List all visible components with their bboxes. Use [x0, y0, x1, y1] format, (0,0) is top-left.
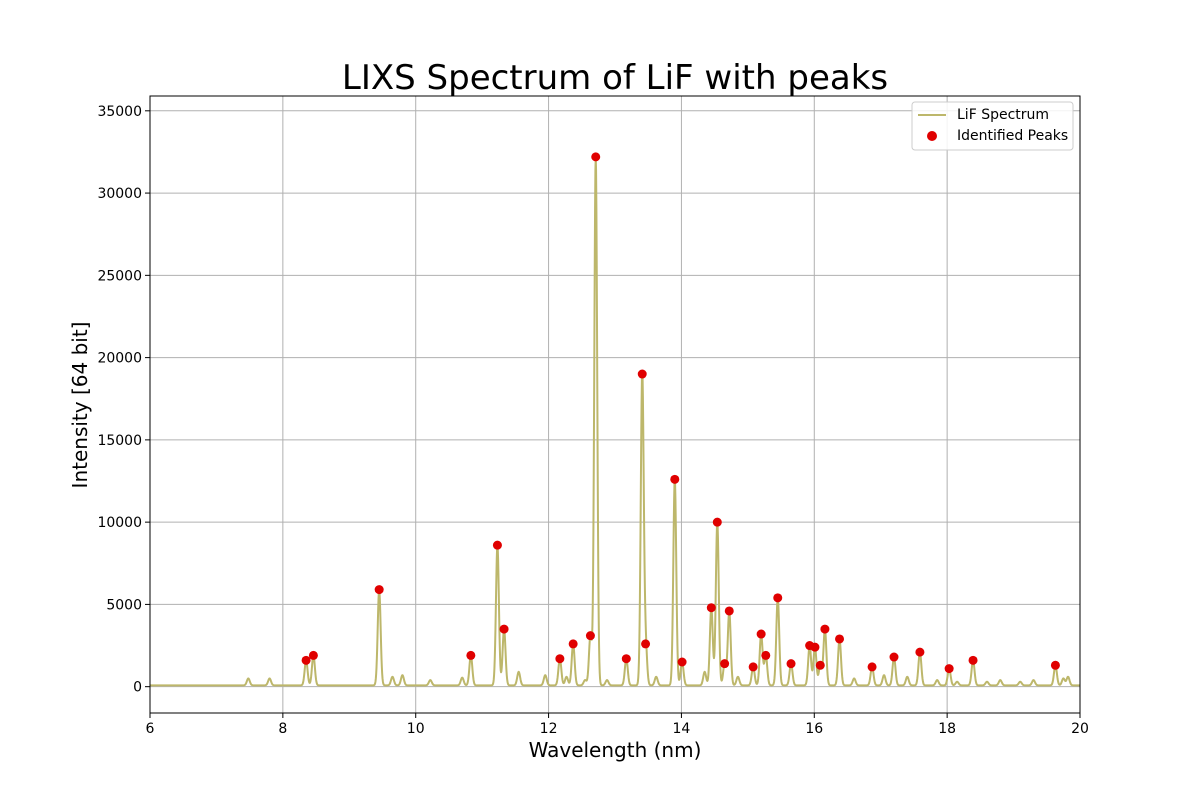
plot-frame — [149, 95, 1081, 714]
peak-marker — [944, 664, 954, 674]
x-tick-label: 18 — [938, 721, 956, 737]
peak-marker — [761, 650, 771, 660]
peak-marker — [968, 655, 978, 665]
peak-marker — [677, 657, 687, 667]
legend-item-spectrum: LiF Spectrum — [957, 107, 1049, 123]
x-tick-label: 14 — [673, 721, 691, 737]
y-tick-label: 35000 — [97, 104, 142, 120]
peak-marker — [466, 650, 476, 660]
x-tick-label: 12 — [540, 721, 558, 737]
y-tick-label: 0 — [133, 680, 142, 696]
x-tick-label: 20 — [1071, 721, 1089, 737]
peak-marker — [621, 654, 631, 664]
peak-marker — [301, 655, 311, 665]
peak-marker — [820, 624, 830, 634]
peak-marker — [637, 369, 647, 379]
x-axis-ticks: 6 8 10 12 14 16 18 20 — [146, 713, 1089, 737]
y-tick-label: 15000 — [97, 433, 142, 449]
peak-marker — [585, 631, 595, 641]
legend: LiF Spectrum Identified Peaks — [911, 101, 1074, 151]
peak-marker — [720, 659, 730, 669]
peak-marker — [915, 647, 925, 657]
peak-marker — [773, 593, 783, 603]
x-tick-label: 10 — [407, 721, 425, 737]
y-tick-label: 20000 — [97, 351, 142, 367]
peak-marker — [499, 624, 509, 634]
plot-area — [149, 155, 1081, 687]
y-tick-label: 10000 — [97, 515, 142, 531]
peak-marker — [568, 639, 578, 649]
peak-marker — [706, 603, 716, 613]
y-tick-label: 30000 — [97, 186, 142, 202]
grid — [149, 96, 1081, 713]
peak-marker — [641, 639, 651, 649]
x-axis-label: Wavelength (nm) — [529, 738, 702, 762]
peak-marker — [889, 652, 899, 662]
peak-marker — [835, 634, 845, 644]
legend-marker-swatch — [927, 131, 937, 141]
x-tick-label: 6 — [146, 721, 155, 737]
peak-marker — [756, 629, 766, 639]
y-axis-label: Intensity [64 bit] — [68, 322, 92, 489]
peak-marker — [555, 654, 565, 664]
peak-marker — [1050, 660, 1060, 670]
chart-title: LIXS Spectrum of LiF with peaks — [342, 58, 888, 98]
peak-marker — [815, 660, 825, 670]
peak-marker — [786, 659, 796, 669]
legend-box — [911, 101, 1074, 151]
peak-marker — [308, 650, 318, 660]
spectrum-line — [149, 155, 1081, 687]
x-tick-label: 16 — [805, 721, 823, 737]
peak-marker — [591, 152, 601, 162]
peak-marker — [867, 662, 877, 672]
peak-marker — [748, 662, 758, 672]
peak-marker — [492, 540, 502, 550]
peak-marker — [810, 642, 820, 652]
y-axis-ticks: 0 5000 10000 15000 20000 25000 30000 35000 — [97, 104, 150, 696]
legend-item-peaks: Identified Peaks — [957, 128, 1068, 144]
peak-marker — [724, 606, 734, 616]
peak-marker — [670, 474, 680, 484]
x-tick-label: 8 — [278, 721, 287, 737]
y-tick-label: 5000 — [106, 597, 142, 613]
peak-marker — [374, 585, 384, 595]
peak-markers — [301, 152, 1060, 674]
peak-marker — [712, 517, 722, 527]
y-tick-label: 25000 — [97, 268, 142, 284]
